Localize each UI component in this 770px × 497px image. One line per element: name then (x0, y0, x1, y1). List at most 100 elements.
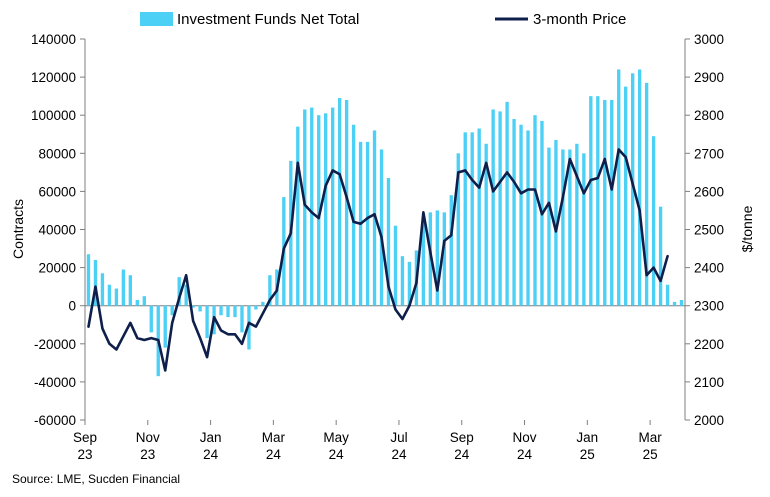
bar (498, 111, 502, 306)
bar (624, 86, 628, 306)
bar (456, 153, 460, 306)
price-line (87, 148, 669, 372)
legend-bar-swatch (140, 12, 173, 26)
bar (512, 119, 516, 306)
x-tick-label-month: Mar (262, 430, 286, 445)
bar (491, 109, 495, 306)
bar (303, 109, 307, 306)
bar (575, 143, 579, 306)
bar (86, 254, 91, 306)
bar (679, 299, 684, 306)
x-tick-label-month: Sep (450, 430, 474, 445)
bar (226, 305, 230, 318)
y-left-tick-label: 20000 (38, 261, 76, 276)
bar (365, 141, 370, 306)
line-series (87, 148, 669, 372)
x-tick-label-year: 24 (517, 447, 533, 462)
y-right-tick-label: 2200 (694, 337, 724, 352)
legend-bar-label: Investment Funds Net Total (177, 11, 359, 28)
y-left-tick-label: 40000 (38, 223, 76, 238)
bar (114, 288, 119, 306)
y-left-tick-label: -40000 (34, 375, 76, 390)
x-tick-label-month: Nov (136, 430, 160, 445)
x-tick-label-year: 24 (203, 447, 219, 462)
bar (561, 149, 565, 306)
bar (449, 195, 453, 306)
bar (603, 99, 607, 306)
bar (651, 136, 656, 306)
bar (268, 275, 272, 306)
y-left-tick-label: 120000 (31, 70, 76, 85)
bar (296, 126, 300, 306)
y-right-tick-label: 2600 (694, 184, 724, 199)
x-tick-label-year: 24 (391, 447, 407, 462)
bar (233, 305, 237, 318)
x-tick-label-month: Mar (638, 430, 662, 445)
x-tick-label-year: 24 (454, 447, 470, 462)
y-left-tick-label: 100000 (31, 108, 76, 123)
y-right-axis-title: $/tonne (739, 205, 755, 252)
x-tick-label-year: 25 (643, 447, 658, 462)
bar (547, 147, 551, 306)
bar (435, 210, 439, 306)
bar (379, 149, 384, 306)
bar (505, 101, 509, 306)
bar (484, 143, 488, 306)
bar (107, 284, 112, 306)
bar (205, 305, 209, 339)
x-tick-label-year: 24 (329, 447, 345, 462)
x-tick-label-month: Jul (390, 430, 407, 445)
bar (582, 153, 586, 306)
bar (317, 115, 321, 306)
bar (526, 130, 530, 306)
y-left-tick-label: -60000 (34, 413, 76, 428)
y-right-tick-label: 3000 (694, 32, 724, 47)
bar (393, 225, 398, 306)
y-right-tick-label: 2500 (694, 223, 724, 238)
bar (170, 305, 174, 316)
bar (637, 69, 642, 306)
bar (554, 139, 558, 306)
y-right-tick-label: 2700 (694, 146, 724, 161)
y-right-tick-label: 2900 (694, 70, 724, 85)
bar (254, 305, 258, 310)
bar (149, 305, 153, 333)
bar (658, 206, 663, 306)
bar (617, 69, 621, 306)
bar (568, 149, 572, 306)
bar (470, 132, 474, 306)
bar (533, 115, 537, 306)
bar (240, 305, 244, 333)
bar (310, 107, 314, 306)
bar (93, 259, 98, 306)
bar (135, 299, 139, 306)
bar (421, 219, 426, 306)
bar (463, 132, 467, 306)
bar (644, 82, 649, 306)
y-right-tick-label: 2800 (694, 108, 724, 123)
y-left-tick-label: -20000 (34, 337, 76, 352)
bar (337, 98, 342, 306)
x-tick-label-year: 25 (580, 447, 595, 462)
y-right-tick-label: 2000 (694, 413, 724, 428)
bar (121, 269, 126, 306)
bar (142, 296, 146, 306)
x-tick-label-month: May (323, 430, 349, 445)
bar (128, 275, 133, 306)
x-tick-label-month: Jan (576, 430, 598, 445)
bar (477, 128, 481, 306)
bar (407, 261, 412, 306)
bar (261, 301, 265, 306)
y-left-tick-label: 0 (68, 299, 76, 314)
y-left-tick-label: 80000 (38, 146, 76, 161)
bar (177, 277, 181, 306)
bar (324, 113, 328, 306)
bar (386, 178, 391, 306)
bar (100, 273, 105, 306)
bar (184, 284, 188, 306)
x-tick-label-month: Nov (513, 430, 537, 445)
x-tick-label-year: 23 (77, 447, 92, 462)
legend: Investment Funds Net Total 3-month Price (140, 11, 626, 28)
bar-series (86, 69, 684, 377)
